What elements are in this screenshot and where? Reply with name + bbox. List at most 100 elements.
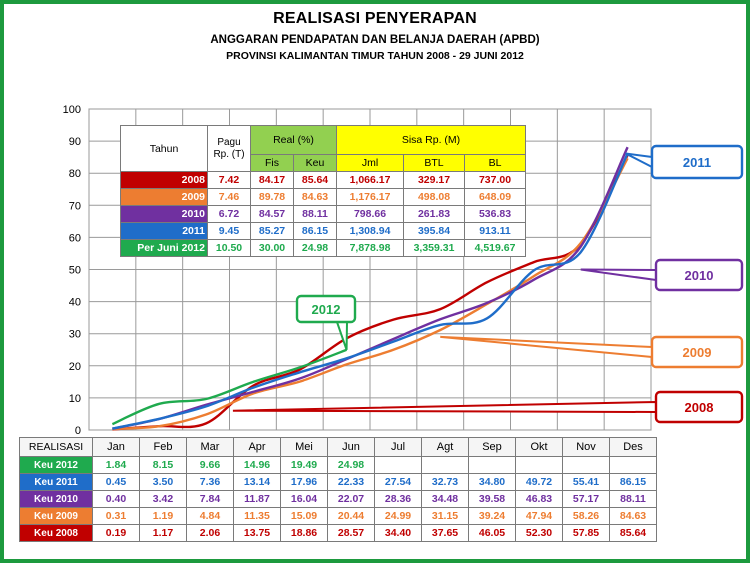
value-cell: 34.40 [374, 524, 422, 542]
y-tick-label: 90 [69, 136, 81, 148]
summary-cell-bl: 913.11 [464, 222, 526, 240]
row-label: Keu 2010 [19, 490, 93, 508]
month-header: Jul [374, 437, 422, 457]
summary-cell-keu: 85.64 [293, 171, 337, 189]
chart-title: REALISASI PENYERAPAN [273, 10, 477, 27]
value-cell: 57.85 [562, 524, 610, 542]
summary-cell-label: 2011 [120, 222, 208, 240]
chart-subtitle: ANGGARAN PENDAPATAN DAN BELANJA DAERAH (… [210, 34, 540, 46]
y-tick-label: 80 [69, 168, 81, 180]
month-header: Mei [280, 437, 328, 457]
value-cell: 17.96 [280, 473, 328, 491]
value-cell: 11.35 [233, 507, 281, 525]
summary-row: 2008 7.42 84.17 85.64 1,066.17 329.17 737.00 [120, 171, 526, 189]
value-cell: 14.96 [233, 456, 281, 474]
callout-box-2011 [650, 144, 744, 180]
summary-cell-jml: 1,308.94 [336, 222, 404, 240]
header-btl: BTL [403, 154, 465, 172]
value-cell [468, 456, 516, 474]
summary-cell-keu: 84.63 [293, 188, 337, 206]
summary-cell-pagu: 6.72 [207, 205, 251, 223]
value-cell: 13.75 [233, 524, 281, 542]
value-cell: 0.45 [92, 473, 140, 491]
value-cell: 8.15 [139, 456, 187, 474]
header-fis: Fis [250, 154, 294, 172]
value-cell [421, 456, 469, 474]
summary-cell-label: Per Juni 2012 [120, 239, 208, 257]
row-label: Keu 2008 [19, 524, 93, 542]
header-real: Real (%) [250, 125, 337, 155]
value-cell: 3.50 [139, 473, 187, 491]
summary-cell-pagu: 10.50 [207, 239, 251, 257]
value-cell: 57.17 [562, 490, 610, 508]
summary-cell-pagu: 7.42 [207, 171, 251, 189]
realisasi-row: Keu 2008 0.19 1.17 2.06 13.75 18.86 28.57 34.40… [19, 524, 657, 542]
value-cell: 3.42 [139, 490, 187, 508]
value-cell: 88.11 [609, 490, 657, 508]
value-cell: 7.84 [186, 490, 234, 508]
y-tick-label: 70 [69, 200, 81, 212]
month-header: Okt [515, 437, 563, 457]
summary-cell-keu: 86.15 [293, 222, 337, 240]
value-cell: 46.83 [515, 490, 563, 508]
month-header: Des [609, 437, 657, 457]
summary-cell-pagu: 9.45 [207, 222, 251, 240]
value-cell: 20.44 [327, 507, 375, 525]
month-header: Feb [139, 437, 187, 457]
series-line-2009 [112, 157, 629, 431]
value-cell: 31.15 [421, 507, 469, 525]
month-header: Jan [92, 437, 140, 457]
summary-cell-label: 2010 [120, 205, 208, 223]
realisasi-header: REALISASI [19, 437, 93, 457]
value-cell [374, 456, 422, 474]
value-cell: 9.66 [186, 456, 234, 474]
month-header: Apr [233, 437, 281, 457]
y-tick-label: 30 [69, 329, 81, 341]
summary-cell-bl: 737.00 [464, 171, 526, 189]
value-cell: 22.07 [327, 490, 375, 508]
summary-cell-btl: 261.83 [403, 205, 465, 223]
header-pagu: Pagu Rp. (T) [207, 125, 251, 172]
value-cell: 46.05 [468, 524, 516, 542]
summary-cell-jml: 1,066.17 [336, 171, 404, 189]
y-tick-label: 40 [69, 297, 81, 309]
summary-row: 2010 6.72 84.57 88.11 798.66 261.83 536.83 [120, 205, 526, 223]
y-tick-label: 20 [69, 361, 81, 373]
summary-row: Per Juni 2012 10.50 30.00 24.98 7,878.98 3,35… [120, 239, 526, 257]
month-header: Nov [562, 437, 610, 457]
value-cell: 34.80 [468, 473, 516, 491]
value-cell: 24.99 [374, 507, 422, 525]
row-label: Keu 2009 [19, 507, 93, 525]
value-cell: 1.84 [92, 456, 140, 474]
chart-subtitle-2: PROVINSI KALIMANTAN TIMUR TAHUN 2008 - 2… [226, 50, 524, 62]
header-jml: Jml [336, 154, 404, 172]
value-cell: 1.17 [139, 524, 187, 542]
summary-cell-keu: 88.11 [293, 205, 337, 223]
summary-cell-fis: 89.78 [250, 188, 294, 206]
summary-cell-bl: 648.09 [464, 188, 526, 206]
summary-row: 2009 7.46 89.78 84.63 1,176.17 498.08 648.09 [120, 188, 526, 206]
value-cell: 85.64 [609, 524, 657, 542]
value-cell: 47.94 [515, 507, 563, 525]
row-label: Keu 2012 [19, 456, 93, 474]
row-label: Keu 2011 [19, 473, 93, 491]
summary-cell-bl: 4,519.67 [464, 239, 526, 257]
value-cell: 52.30 [515, 524, 563, 542]
callout-label-2009: 2009 [683, 345, 712, 360]
value-cell: 4.84 [186, 507, 234, 525]
header-tahun: Tahun [120, 125, 208, 172]
y-tick-label: 100 [63, 104, 81, 116]
value-cell: 18.86 [280, 524, 328, 542]
value-cell [562, 456, 610, 474]
value-cell: 28.57 [327, 524, 375, 542]
summary-row: 2011 9.45 85.27 86.15 1,308.94 395.84 913.11 [120, 222, 526, 240]
value-cell: 7.36 [186, 473, 234, 491]
value-cell: 84.63 [609, 507, 657, 525]
callout-box-2009 [650, 335, 744, 369]
summary-cell-btl: 329.17 [403, 171, 465, 189]
value-cell: 15.09 [280, 507, 328, 525]
value-cell: 39.58 [468, 490, 516, 508]
header-sisa: Sisa Rp. (M) [336, 125, 526, 155]
realisasi-table: REALISASI Jan Feb Mar Apr Mei Jun Jul Agt Sep Okt… [19, 437, 657, 542]
value-cell: 19.49 [280, 456, 328, 474]
